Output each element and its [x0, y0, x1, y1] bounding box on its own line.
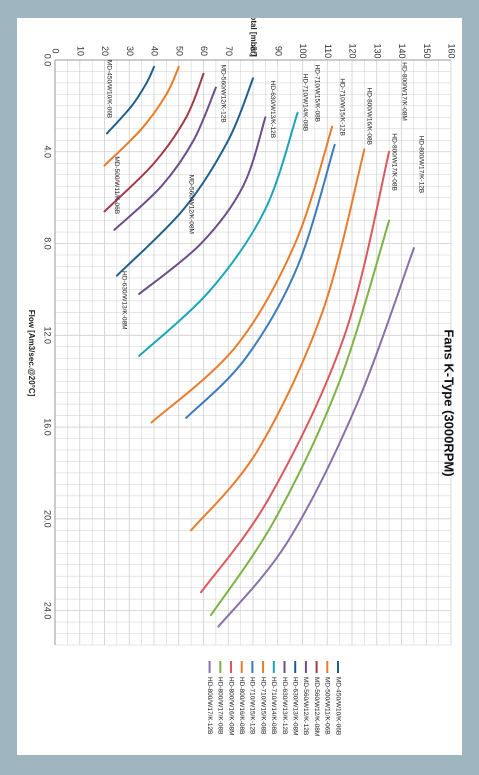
curve-label-4: MD-560/W12/K-12B [220, 65, 227, 123]
pressure-tick-label: 110 [323, 44, 333, 58]
legend-label-12: HD-800/W17/K-08B [217, 677, 224, 734]
pressure-tick-label: 70 [224, 46, 234, 56]
series-line-2 [103, 65, 180, 167]
curve-label-13: HD-800/W17/K-12B [418, 136, 425, 193]
curve-label-6: HD-630/W13/K-12B [269, 81, 276, 138]
pressure-tick-label: 160 [447, 43, 457, 58]
flow-tick-label: 20.0 [43, 510, 53, 528]
series-line-13 [217, 247, 415, 628]
pressure-tick-label: 130 [372, 43, 382, 58]
series-line-8 [150, 125, 334, 424]
curve-label-5: HD-630/W13/K-08M [121, 271, 128, 330]
legend-label-2: MD-500/W11/K-06B [324, 677, 331, 735]
series-line-4 [113, 86, 217, 231]
curve-label-12: HD-800/W17/K-08B [390, 133, 397, 190]
pressure-tick-label: 40 [150, 46, 160, 56]
curve-label-8: HD-710/W15/K-08B [314, 65, 321, 122]
chart-title: Fans K-Type (3000RPM) [442, 329, 457, 476]
pressure-tick-label: 150 [422, 43, 432, 58]
flow-tick-label: 16.0 [43, 418, 53, 436]
curve-label-3: MD-560/W12/K-08M [187, 175, 194, 234]
legend-label-4: MD-560/W12/K-12B [302, 677, 309, 735]
legend-label-1: MD-450/W10/K-06B [334, 677, 341, 735]
curve-label-7: HD-710/W14/K-08B [301, 74, 308, 131]
flow-axis-title: Flow [Am3/sec.@20°C] [27, 310, 36, 397]
pressure-tick-label: 50 [174, 46, 184, 56]
legend-label-8: HD-710/W15/K-08B [259, 677, 266, 734]
series-line-5 [115, 77, 254, 277]
series-line-11 [200, 150, 391, 594]
pressure-tick-label: 20 [100, 46, 110, 56]
series-line-10 [190, 148, 366, 532]
pressure-tick-label: 60 [199, 46, 209, 56]
legend-label-11: HD-800/W16/K-08M [227, 677, 234, 736]
legend-label-13: HD-800/W17/K-12B [206, 677, 213, 734]
pressure-tick-label: 120 [348, 43, 358, 58]
flow-tick-label: 0.0 [43, 54, 53, 67]
flow-tick-label: 4.0 [43, 146, 53, 159]
legend-label-10: HD-800/W16/K-08B [238, 677, 245, 734]
pressure-tick-label: 80 [249, 46, 259, 56]
pressure-tick-label: 10 [75, 46, 85, 56]
legend-label-9: HD-710/W15/K-12B [249, 677, 256, 734]
flow-tick-label: 24.0 [43, 602, 53, 620]
curve-label-9: HD-710/W15/K-12B [338, 78, 345, 135]
legend-label-3: MD-560/W12/K-08M [313, 677, 320, 736]
grid [54, 59, 452, 646]
pressure-tick-label: 30 [125, 46, 135, 56]
pressure-tick-label: 140 [397, 43, 407, 58]
curve-label-10: HD-800/W16/K-08B [366, 88, 373, 145]
pressure-tick-label: 90 [273, 46, 283, 56]
series-line-12 [209, 219, 391, 617]
series-line-6 [138, 116, 267, 295]
flow-tick-label: 12.0 [43, 327, 53, 345]
chart-panel: 0 10 20 30 40 50 60 70 80 90 100 110 120 130 140 150 160… [17, 18, 462, 755]
legend-label-6: HD-630/W13/K-12B [281, 677, 288, 734]
series-line-1 [105, 65, 155, 135]
pressure-axis-title: P-Total [mbar] [249, 18, 258, 57]
flow-tick-label: 8.0 [43, 237, 53, 250]
fan-curve-chart: 0 10 20 30 40 50 60 70 80 90 100 110 120 130 140 150 160… [27, 18, 457, 736]
series-line-3 [103, 72, 205, 213]
curve-label-1: MD-450/W10/K-06B [106, 60, 113, 118]
legend-label-5: HD-630/W13/K-08M [291, 677, 298, 736]
series-line-7 [138, 111, 299, 357]
curve-label-11: HD-800/W17/K-08M [400, 62, 407, 121]
pressure-tick-label: 0 [51, 48, 61, 53]
legend-label-7: HD-710/W14/K-08B [270, 677, 277, 734]
pressure-tick-label: 100 [298, 43, 308, 58]
curve-label-2: MD-500/W11/K-06B [113, 156, 120, 214]
series-line-9 [185, 143, 336, 419]
